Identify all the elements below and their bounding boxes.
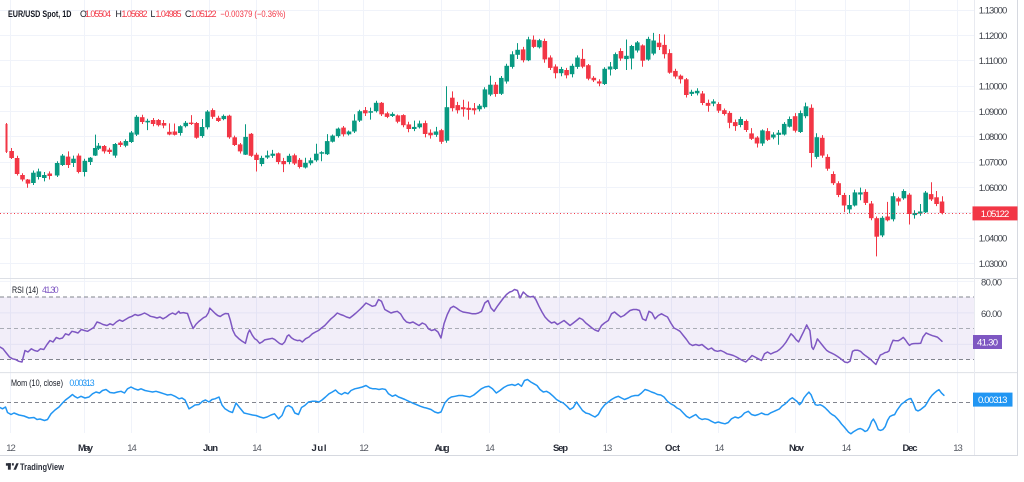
svg-text:1.08000: 1.08000 xyxy=(979,132,1008,143)
svg-text:Jun: Jun xyxy=(203,443,218,454)
svg-text:14: 14 xyxy=(127,443,137,454)
svg-text:Dec: Dec xyxy=(903,443,918,454)
svg-text:1.04000: 1.04000 xyxy=(979,234,1008,245)
svg-text:1.03000: 1.03000 xyxy=(979,259,1008,270)
svg-text:0.00313: 0.00313 xyxy=(978,395,1008,406)
svg-text:Sep: Sep xyxy=(553,443,568,454)
svg-text:1.07000: 1.07000 xyxy=(979,158,1008,169)
svg-text:14: 14 xyxy=(252,443,262,454)
svg-text:13: 13 xyxy=(953,443,963,454)
svg-text:Nov: Nov xyxy=(789,443,805,454)
svg-text:1.10000: 1.10000 xyxy=(979,81,1008,92)
svg-text:Oct: Oct xyxy=(665,443,681,454)
svg-text:1.12000: 1.12000 xyxy=(979,31,1008,42)
svg-text:14: 14 xyxy=(842,443,852,454)
svg-text:Jul: Jul xyxy=(312,443,327,454)
svg-text:1.11000: 1.11000 xyxy=(979,56,1008,67)
svg-text:EUR/USD Spot, 1D O1.05504 H1.0: EUR/USD Spot, 1D O1.05504 H1.05682 L1.04… xyxy=(8,9,286,19)
svg-text:80.00: 80.00 xyxy=(981,278,1002,289)
svg-text:1.09000: 1.09000 xyxy=(979,107,1008,118)
svg-text:12: 12 xyxy=(359,443,369,454)
svg-text:1.05122: 1.05122 xyxy=(981,209,1010,220)
svg-text:May: May xyxy=(78,443,94,454)
svg-text:RSI (14)41.30: RSI (14) 41.30 xyxy=(12,285,59,295)
svg-text:60.00: 60.00 xyxy=(981,309,1002,320)
svg-text:14: 14 xyxy=(715,443,725,454)
svg-text:14: 14 xyxy=(485,443,495,454)
svg-text:41.30: 41.30 xyxy=(977,338,998,349)
svg-text:TradingView: TradingView xyxy=(20,462,65,472)
svg-text:12: 12 xyxy=(6,443,16,454)
svg-text:1.13000: 1.13000 xyxy=(979,5,1008,16)
svg-text:Aug: Aug xyxy=(435,443,450,454)
svg-text:Mom (10, close)0.00313: Mom (10, close) 0.00313 xyxy=(11,378,95,388)
svg-text:13: 13 xyxy=(603,443,613,454)
svg-text:1.06000: 1.06000 xyxy=(979,183,1008,194)
